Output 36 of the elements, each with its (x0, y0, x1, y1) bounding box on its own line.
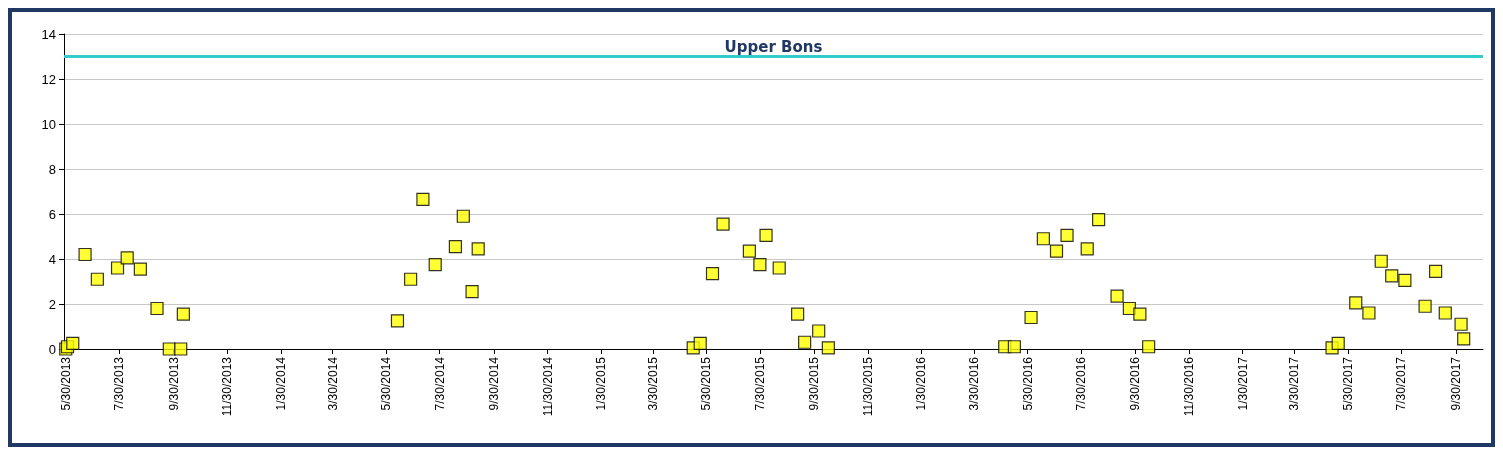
x-tick-label: 5/30/2017 (1340, 356, 1355, 411)
y-tick-label: 12 (41, 71, 56, 87)
y-tick-label: 6 (48, 206, 56, 222)
y-tick-label: 2 (48, 296, 56, 312)
y-tick-label: 14 (41, 26, 56, 42)
x-tick-label: 11/30/2016 (1182, 356, 1197, 417)
y-tick-label: 0 (48, 341, 56, 357)
x-tick-label: 9/30/2013 (166, 356, 181, 411)
x-tick-label: 1/30/2015 (594, 356, 609, 411)
x-tick-label: 3/30/2014 (325, 356, 340, 411)
y-tick-label: 4 (48, 251, 56, 267)
x-tick-label: 11/30/2015 (860, 356, 875, 417)
x-tick-label: 1/30/2016 (914, 356, 929, 411)
x-tick-label: 9/30/2015 (807, 356, 822, 411)
x-tick-label: 3/30/2016 (967, 356, 982, 411)
x-tick-label: 9/30/2016 (1128, 356, 1143, 411)
ref-line-label: Upper Bons (724, 38, 823, 56)
x-tick-label: 7/30/2013 (112, 356, 127, 411)
x-tick-label: 7/30/2016 (1074, 356, 1089, 411)
x-tick-label: 1/30/2014 (273, 356, 288, 411)
x-tick-label: 9/30/2017 (1448, 356, 1463, 411)
x-tick-label: 11/30/2014 (540, 356, 555, 417)
x-tick-label: 11/30/2013 (220, 356, 235, 417)
x-tick-label: 5/30/2013 (58, 356, 73, 411)
y-tick-label: 8 (48, 161, 56, 177)
x-tick-label: 1/30/2017 (1235, 356, 1250, 411)
x-tick-label: 5/30/2014 (379, 356, 394, 411)
x-tick-label: 3/30/2017 (1287, 356, 1302, 411)
x-tick-label: 5/30/2016 (1020, 356, 1035, 411)
y-tick-label: 10 (41, 116, 56, 132)
x-tick-label: 7/30/2015 (752, 356, 767, 411)
x-tick-label: 9/30/2014 (487, 356, 501, 411)
x-tick-label: 7/30/2017 (1394, 356, 1409, 411)
x-tick-label: 5/30/2015 (699, 356, 714, 411)
x-tick-label: 3/30/2015 (645, 356, 660, 411)
x-tick-label: 7/30/2014 (432, 356, 447, 411)
